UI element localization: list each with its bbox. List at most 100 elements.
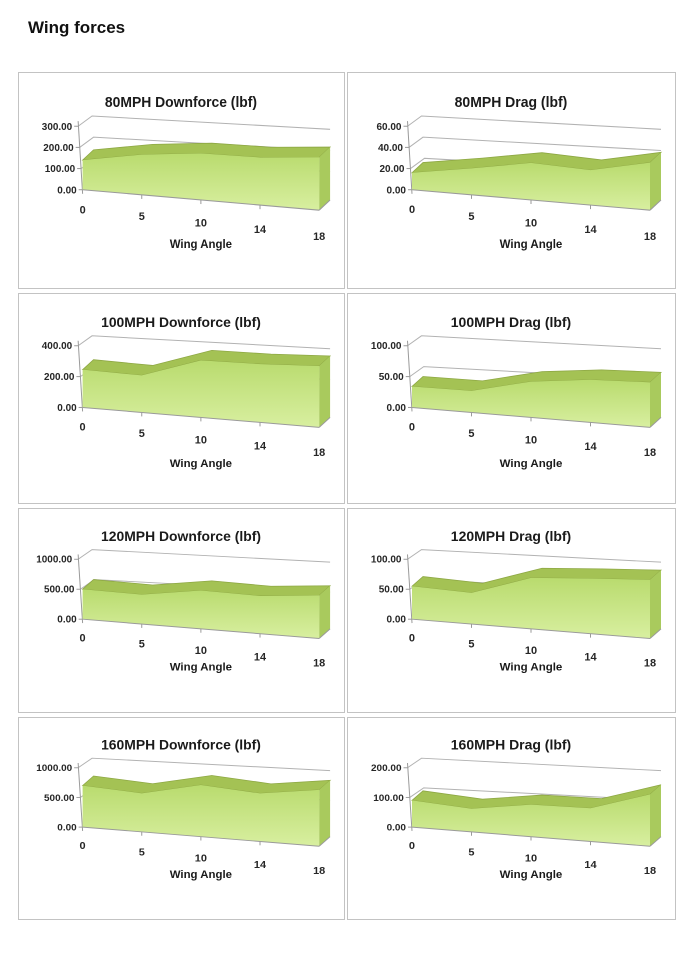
x-tick-label: 5 xyxy=(468,847,474,859)
x-axis-title: Wing Angle xyxy=(170,458,232,470)
y-tick-label: 50.00 xyxy=(379,372,404,383)
x-tick-label: 10 xyxy=(525,217,537,229)
area-front-face xyxy=(412,577,650,639)
area-front-face xyxy=(82,360,320,428)
y-tick-label: 50.00 xyxy=(379,585,405,596)
x-tick-label: 5 xyxy=(468,639,474,651)
x-tick-label: 0 xyxy=(409,204,415,216)
area-chart-svg: 0.00 50.00 100.00 0 5 10 14 18 100MPH Drag (lbf… xyxy=(371,314,662,470)
area-front-face xyxy=(82,153,320,211)
chart-title: 80MPH Drag (lbf) xyxy=(455,95,568,111)
x-tick-label: 0 xyxy=(409,421,415,433)
area-front-face xyxy=(82,785,320,847)
x-tick-label: 14 xyxy=(254,651,266,663)
chart-100mph-drag: 0.00 50.00 100.00 0 5 10 14 18 100MPH Drag (lbf… xyxy=(347,293,676,504)
y-tick-label: 100.00 xyxy=(45,164,76,175)
x-tick-label: 0 xyxy=(409,633,415,645)
chart-80mph-downforce: 0.00 100.00 200.00 300.00 0 5 10 14 18 80MPH Dow… xyxy=(18,72,345,289)
plot-area: 0.00 200.00 400.00 0 5 10 14 18 xyxy=(42,335,332,459)
area-front-face xyxy=(412,794,650,847)
x-tick-label: 18 xyxy=(644,231,656,243)
x-tick-label: 10 xyxy=(525,853,537,865)
area-side-face xyxy=(319,356,331,428)
y-tick-label: 0.00 xyxy=(387,823,407,834)
x-tick-label: 14 xyxy=(584,859,596,871)
chart-title: 80MPH Downforce (lbf) xyxy=(105,94,257,110)
area-side-face xyxy=(650,784,661,847)
area-chart-svg: 0.00 100.00 200.00 300.00 0 5 10 14 18 80MPH Dow… xyxy=(42,94,332,251)
y-tick-label: 300.00 xyxy=(42,122,73,133)
area-side-face xyxy=(650,152,661,211)
area-side-face xyxy=(319,780,331,847)
x-axis-title: Wing Angle xyxy=(170,869,232,881)
x-tick-label: 18 xyxy=(644,865,656,877)
x-tick-label: 5 xyxy=(468,428,474,440)
y-tick-label: 200.00 xyxy=(44,372,75,383)
chart-100mph-downforce: 0.00 200.00 400.00 0 5 10 14 18 100MPH Downforc… xyxy=(18,293,345,504)
area-chart-svg: 0.00 50.00 100.00 0 5 10 14 18 120MPH Drag (lbf… xyxy=(371,529,663,674)
area-front-face xyxy=(412,162,650,211)
x-axis-title: Wing Angle xyxy=(500,869,563,881)
x-tick-label: 0 xyxy=(80,633,86,645)
area-side-face xyxy=(319,585,331,639)
y-tick-label: 40.00 xyxy=(378,143,403,154)
chart-120mph-downforce: 0.00 500.00 1000.00 0 5 10 14 18 120MPH Downfor… xyxy=(18,508,345,713)
x-tick-label: 0 xyxy=(409,840,415,852)
area-front-face xyxy=(82,589,320,639)
x-tick-label: 14 xyxy=(254,224,267,236)
x-tick-label: 10 xyxy=(525,645,537,657)
area-side-face xyxy=(319,147,331,211)
x-tick-label: 14 xyxy=(584,651,596,663)
x-axis-title: Wing Angle xyxy=(170,238,233,251)
y-tick-label: 0.00 xyxy=(387,403,407,414)
x-tick-label: 18 xyxy=(644,658,656,670)
x-tick-label: 18 xyxy=(313,865,325,877)
y-tick-label: 0.00 xyxy=(57,403,77,414)
plot-area: 0.00 50.00 100.00 0 5 10 14 18 xyxy=(371,335,662,459)
chart-120mph-drag: 0.00 50.00 100.00 0 5 10 14 18 120MPH Drag (lbf… xyxy=(347,508,676,713)
y-tick-label: 1000.00 xyxy=(36,555,72,566)
y-tick-label: 0.00 xyxy=(387,615,407,626)
x-axis-title: Wing Angle xyxy=(500,662,563,674)
area-side-face xyxy=(650,570,661,639)
area-chart-svg: 0.00 200.00 400.00 0 5 10 14 18 100MPH Downforc… xyxy=(42,314,332,470)
y-tick-label: 400.00 xyxy=(42,341,73,352)
chart-160mph-downforce: 0.00 500.00 1000.00 0 5 10 14 18 160MPH Downfor… xyxy=(18,717,345,920)
y-tick-label: 100.00 xyxy=(373,793,404,804)
chart-title: 120MPH Downforce (lbf) xyxy=(101,529,261,544)
x-tick-label: 18 xyxy=(644,447,656,459)
chart-title: 160MPH Drag (lbf) xyxy=(451,738,571,753)
x-tick-label: 14 xyxy=(254,441,267,453)
y-tick-label: 100.00 xyxy=(371,555,402,566)
y-tick-label: 200.00 xyxy=(371,763,402,774)
y-tick-label: 500.00 xyxy=(44,585,75,596)
area-chart-svg: 0.00 20.00 40.00 60.00 0 5 10 14 18 80MPH Drag (… xyxy=(376,95,663,251)
y-tick-label: 0.00 xyxy=(57,823,77,834)
y-tick-label: 1000.00 xyxy=(36,763,72,774)
x-axis-title: Wing Angle xyxy=(500,238,563,251)
y-tick-label: 60.00 xyxy=(376,122,401,133)
chart-title: 100MPH Drag (lbf) xyxy=(451,314,571,330)
x-tick-label: 0 xyxy=(80,421,86,433)
x-tick-label: 10 xyxy=(525,434,537,446)
x-tick-label: 5 xyxy=(139,639,145,651)
y-tick-label: 0.00 xyxy=(57,615,77,626)
y-tick-label: 100.00 xyxy=(371,341,402,352)
y-tick-label: 0.00 xyxy=(387,185,407,196)
x-axis-title: Wing Angle xyxy=(170,662,232,674)
chart-title: 120MPH Drag (lbf) xyxy=(451,529,571,544)
x-tick-label: 10 xyxy=(195,217,207,229)
x-tick-label: 5 xyxy=(139,428,145,440)
page-title: Wing forces xyxy=(28,18,126,37)
area-chart-svg: 0.00 500.00 1000.00 0 5 10 14 18 160MPH Downfor… xyxy=(36,738,332,881)
x-tick-label: 14 xyxy=(584,441,597,453)
x-tick-label: 5 xyxy=(139,847,145,859)
chart-title: 160MPH Downforce (lbf) xyxy=(101,738,261,753)
plot-area: 0.00 100.00 200.00 300.00 0 5 10 14 18 xyxy=(42,115,332,243)
area-side-face xyxy=(650,372,661,428)
y-tick-label: 20.00 xyxy=(379,164,404,175)
plot-area: 0.00 500.00 1000.00 0 5 10 14 18 xyxy=(36,549,332,670)
x-axis-title: Wing Angle xyxy=(500,458,563,470)
x-tick-label: 18 xyxy=(313,658,325,670)
